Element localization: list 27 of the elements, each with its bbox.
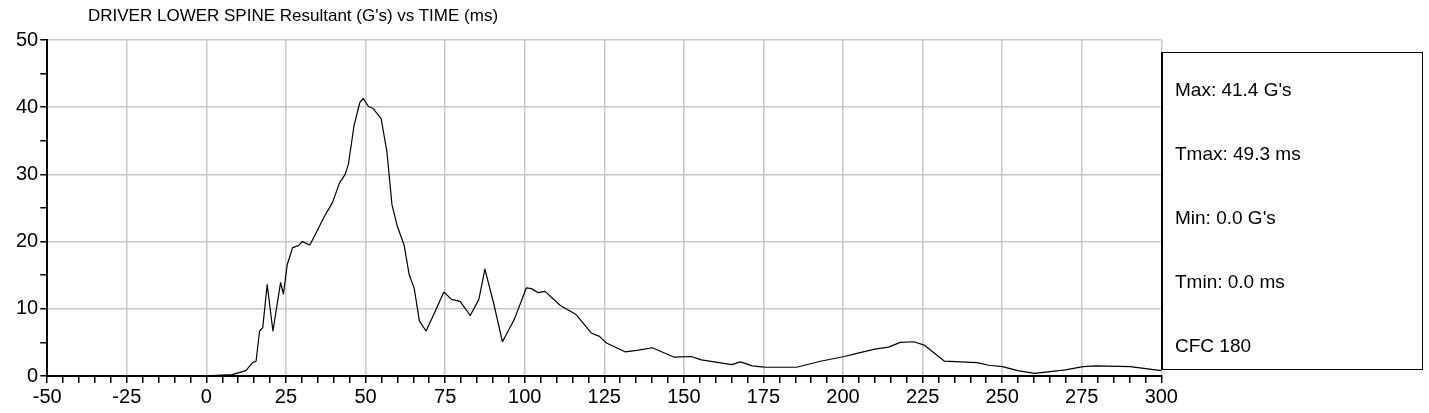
text: CFC 180: [1175, 335, 1252, 357]
text: Max: 41.4 G's: [1175, 79, 1292, 101]
x-tick-label: 75: [434, 384, 457, 407]
x-tick-label: -25: [112, 384, 142, 407]
y-tick-label: 50: [16, 27, 39, 50]
x-tick-label: -50: [32, 384, 62, 407]
text: Tmax: 49.3 ms: [1175, 143, 1301, 165]
x-tick-label: 275: [1065, 384, 1099, 407]
y-tick-label: 30: [16, 161, 39, 184]
x-tick-label: 175: [746, 384, 781, 407]
y-tick-label: 0: [27, 363, 39, 386]
text: Tmin: 0.0 ms: [1175, 271, 1285, 293]
x-tick-label: 100: [508, 384, 542, 407]
y-tick-label: 10: [16, 296, 39, 319]
x-tick-label: 250: [985, 384, 1019, 407]
y-tick-label: 40: [16, 94, 39, 117]
x-tick-label: 200: [826, 384, 860, 407]
x-tick-label: 50: [354, 384, 377, 407]
chart-title: DRIVER LOWER SPINE Resultant (G's) vs TIME (ms): [88, 6, 499, 26]
text: Min: 0.0 G's: [1175, 207, 1276, 229]
y-tick-label: 20: [16, 229, 39, 252]
x-tick-label: 150: [667, 384, 701, 407]
x-tick-label: 25: [274, 384, 298, 407]
x-tick-label: 225: [905, 384, 940, 407]
x-tick-label: 300: [1144, 384, 1178, 407]
x-tick-label: 125: [587, 384, 621, 407]
x-tick-label: 0: [200, 384, 212, 407]
